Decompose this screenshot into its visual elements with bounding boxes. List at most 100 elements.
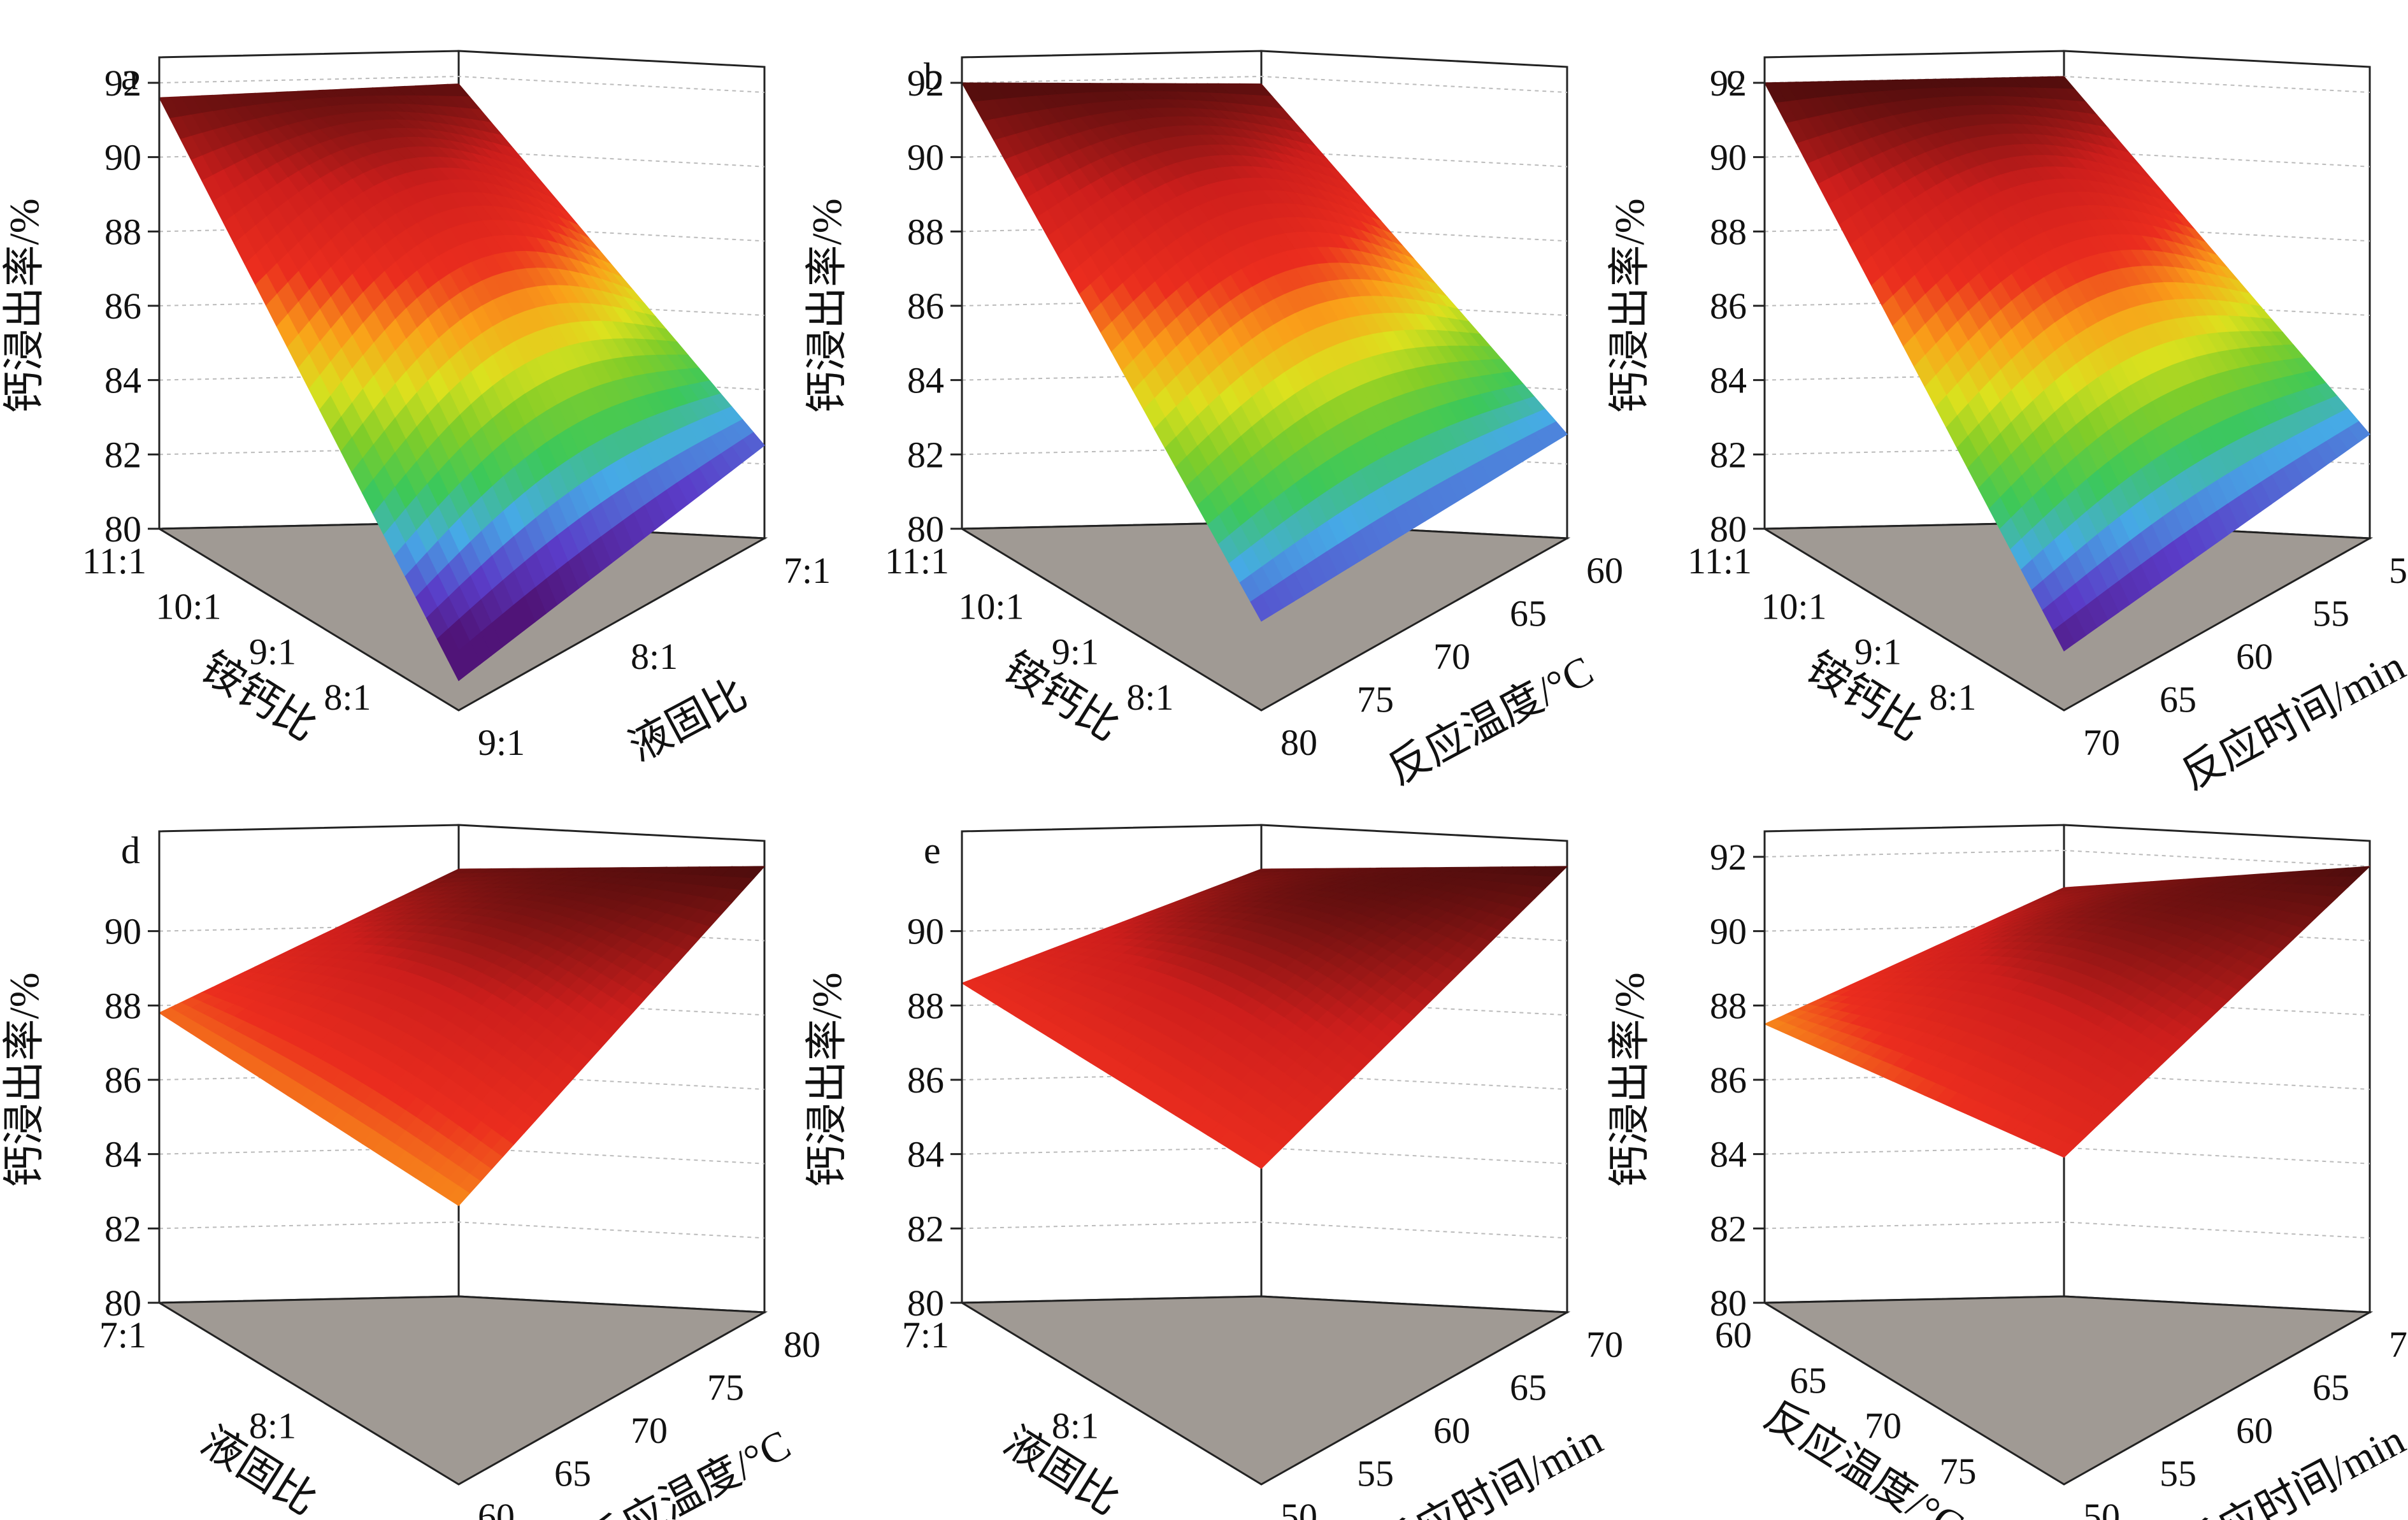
right-axis-tick-label: 60 bbox=[478, 1496, 515, 1520]
right-axis-label: 液固比 bbox=[621, 670, 754, 770]
z-tick-label: 88 bbox=[907, 985, 944, 1026]
left-axis-tick-label: 8:1 bbox=[249, 1405, 296, 1447]
z-tick-label: 92 bbox=[907, 62, 944, 104]
left-axis-tick-label: 8:1 bbox=[324, 677, 371, 718]
right-axis-tick-label: 7:1 bbox=[784, 550, 831, 591]
z-tick-label: 90 bbox=[907, 911, 944, 952]
left-axis-tick-label: 9:1 bbox=[249, 631, 296, 673]
z-tick-label: 90 bbox=[907, 137, 944, 178]
z-tick-label: 82 bbox=[907, 434, 944, 475]
z-tick-label: 88 bbox=[104, 211, 141, 252]
z-tick-label: 90 bbox=[1710, 911, 1747, 952]
left-axis-tick-label: 9:1 bbox=[1052, 631, 1099, 673]
z-tick-label: 84 bbox=[1710, 1134, 1747, 1175]
right-axis-tick-label: 55 bbox=[2312, 593, 2349, 635]
panel-letter: c bbox=[1726, 55, 1744, 97]
z-tick-label: 86 bbox=[104, 285, 141, 327]
right-axis-tick-label: 65 bbox=[2160, 679, 2197, 721]
panel-letter: d bbox=[121, 829, 140, 871]
right-axis-tick-label: 50 bbox=[2389, 550, 2408, 591]
z-tick-label: 92 bbox=[104, 62, 141, 104]
left-axis-tick-label: 8:1 bbox=[1052, 1405, 1099, 1447]
z-tick-label: 90 bbox=[104, 137, 141, 178]
panel-letter: b bbox=[924, 55, 943, 97]
left-axis-tick-label: 7:1 bbox=[902, 1314, 949, 1356]
left-axis-tick-label: 65 bbox=[1790, 1359, 1827, 1401]
left-axis-tick-label: 11:1 bbox=[82, 540, 147, 582]
right-axis-tick-label: 80 bbox=[784, 1324, 821, 1365]
surface-cell bbox=[447, 650, 470, 682]
z-axis-label: 钙浸出率/% bbox=[1, 972, 48, 1187]
right-axis-tick-label: 80 bbox=[1280, 722, 1317, 763]
right-axis-tick-label: 60 bbox=[2236, 636, 2273, 677]
left-axis-tick-label: 10:1 bbox=[958, 585, 1024, 627]
z-tick-label: 80 bbox=[907, 508, 944, 550]
left-axis-tick-label: 70 bbox=[1865, 1405, 1902, 1447]
right-axis-tick-label: 65 bbox=[1510, 1367, 1547, 1409]
panel-letter: a bbox=[121, 55, 138, 97]
right-axis-tick-label: 9:1 bbox=[478, 722, 525, 763]
left-axis-tick-label: 7:1 bbox=[99, 1314, 147, 1356]
z-tick-label: 92 bbox=[1710, 836, 1747, 878]
right-axis-tick-label: 70 bbox=[631, 1410, 668, 1451]
right-axis-label: 反应时间/min bbox=[1372, 1416, 1610, 1520]
z-tick-label: 80 bbox=[104, 508, 141, 550]
right-axis-label: 反应时间/min bbox=[2174, 642, 2408, 798]
right-axis-tick-label: 50 bbox=[1280, 1496, 1317, 1520]
z-tick-label: 84 bbox=[1710, 360, 1747, 401]
z-tick-label: 90 bbox=[1710, 137, 1747, 178]
z-tick-label: 88 bbox=[104, 985, 141, 1026]
right-axis-tick-label: 65 bbox=[2312, 1367, 2349, 1409]
right-axis-tick-label: 75 bbox=[1357, 679, 1394, 721]
right-axis-tick-label: 60 bbox=[1586, 550, 1623, 591]
right-axis-tick-label: 55 bbox=[1357, 1453, 1394, 1495]
left-axis-tick-label: 11:1 bbox=[1688, 540, 1752, 582]
right-axis-label: 反应时间/min bbox=[2174, 1416, 2408, 1520]
left-axis-tick-label: 8:1 bbox=[1929, 677, 1976, 718]
z-tick-label: 82 bbox=[1710, 1208, 1747, 1249]
wall-gridline bbox=[961, 75, 1568, 93]
right-axis-tick-label: 65 bbox=[1510, 593, 1547, 635]
right-axis-tick-label: 60 bbox=[1433, 1410, 1470, 1451]
right-axis-label: 反应温度/°C bbox=[1380, 647, 1601, 794]
right-axis-tick-label: 8:1 bbox=[631, 636, 678, 677]
z-tick-label: 82 bbox=[907, 1208, 944, 1249]
z-axis-label: 钙浸出率/% bbox=[804, 972, 850, 1187]
right-axis-tick-label: 70 bbox=[1586, 1324, 1623, 1365]
panel-letter: e bbox=[924, 829, 941, 871]
left-axis-tick-label: 60 bbox=[1715, 1314, 1752, 1356]
z-tick-label: 88 bbox=[907, 211, 944, 252]
z-axis-label: 钙浸出率/% bbox=[1, 198, 48, 413]
z-tick-label: 90 bbox=[104, 911, 141, 952]
z-axis-label: 钙浸出率/% bbox=[1607, 972, 1653, 1187]
z-axis-label: 钙浸出率/% bbox=[804, 198, 850, 413]
z-tick-label: 86 bbox=[104, 1059, 141, 1101]
left-axis-tick-label: 9:1 bbox=[1854, 631, 1902, 673]
z-tick-label: 84 bbox=[104, 360, 141, 401]
left-axis-tick-label: 8:1 bbox=[1126, 677, 1173, 718]
z-tick-label: 86 bbox=[907, 1059, 944, 1101]
z-tick-label: 86 bbox=[1710, 1059, 1747, 1101]
right-axis-tick-label: 55 bbox=[2160, 1453, 2197, 1495]
surface-cell bbox=[1250, 594, 1273, 622]
right-axis-tick-label: 60 bbox=[2236, 1410, 2273, 1451]
z-tick-label: 88 bbox=[1710, 211, 1747, 252]
right-axis-tick-label: 75 bbox=[707, 1367, 744, 1409]
z-tick-label: 82 bbox=[104, 1208, 141, 1249]
z-tick-label: 82 bbox=[104, 434, 141, 475]
z-tick-label: 82 bbox=[1710, 434, 1747, 475]
left-axis-tick-label: 11:1 bbox=[885, 540, 949, 582]
z-tick-label: 84 bbox=[907, 1134, 944, 1175]
z-tick-label: 84 bbox=[907, 360, 944, 401]
right-axis-label: 反应温度/°C bbox=[578, 1421, 798, 1520]
right-axis-tick-label: 65 bbox=[554, 1453, 591, 1495]
right-axis-tick-label: 70 bbox=[1433, 636, 1470, 677]
left-axis-tick-label: 75 bbox=[1940, 1451, 1977, 1492]
z-tick-label: 88 bbox=[1710, 985, 1747, 1026]
